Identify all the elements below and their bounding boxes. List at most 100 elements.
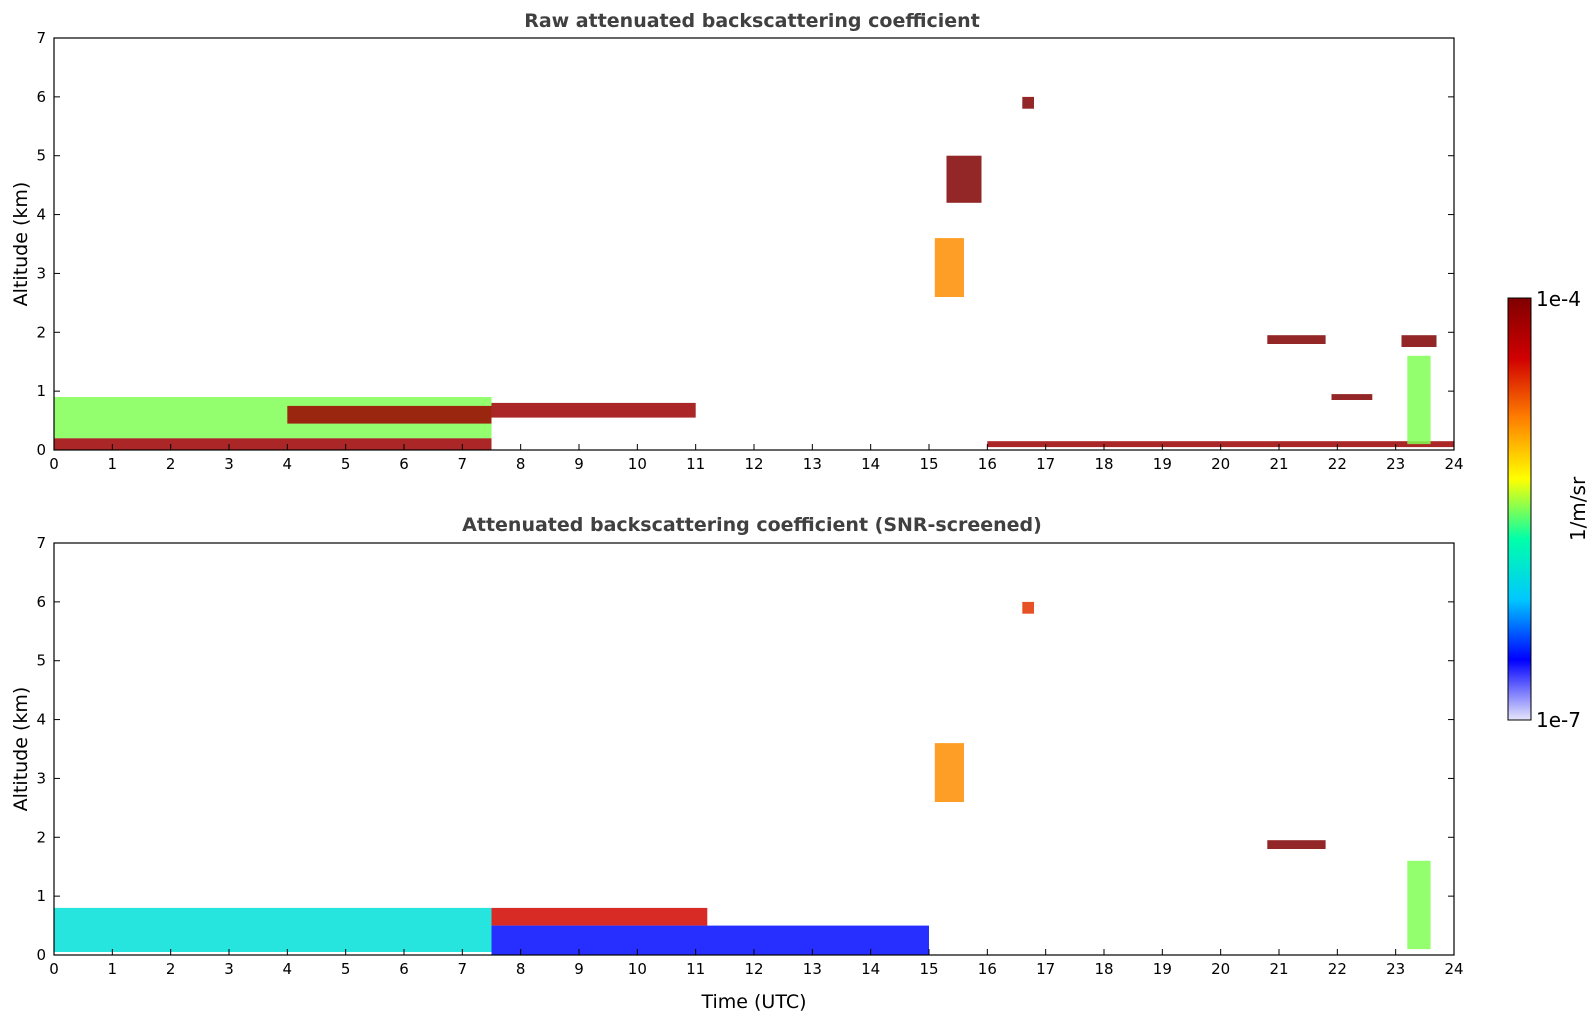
screened-y-axis: 0 1 2 3 4 5 6 7	[36, 534, 1454, 964]
screened-y-axis-label: Altitude (km)	[10, 687, 32, 812]
heatmap-feature-0	[54, 907, 492, 952]
heatmap-feature-3	[934, 743, 964, 802]
x-tick-label: 8	[516, 455, 526, 473]
screened-panel-title: Attenuated backscattering coefficient (S…	[462, 514, 1042, 536]
x-tick-label: 20	[1211, 455, 1230, 473]
heatmap-feature-4	[1022, 601, 1034, 614]
x-tick-label: 19	[1153, 960, 1172, 978]
x-tick-label: 15	[919, 455, 938, 473]
x-tick-label: 23	[1386, 960, 1405, 978]
x-tick-label: 6	[399, 455, 409, 473]
x-tick-label: 5	[341, 455, 351, 473]
heatmap-feature-6	[1407, 860, 1431, 950]
x-tick-label: 22	[1328, 960, 1347, 978]
y-tick-label: 3	[36, 264, 46, 282]
y-tick-label: 0	[36, 441, 46, 459]
x-tick-label: 18	[1094, 960, 1113, 978]
time-axis-label: Time (UTC)	[700, 991, 806, 1013]
x-tick-label: 16	[978, 960, 997, 978]
x-tick-label: 12	[744, 960, 763, 978]
x-tick-label: 9	[574, 455, 584, 473]
x-tick-label: 3	[224, 455, 234, 473]
x-tick-label: 19	[1153, 455, 1172, 473]
y-tick-label: 6	[36, 593, 46, 611]
x-tick-label: 16	[978, 455, 997, 473]
y-tick-label: 7	[36, 29, 46, 47]
x-tick-label: 1	[108, 455, 118, 473]
x-tick-label: 0	[49, 960, 59, 978]
x-tick-label: 13	[803, 960, 822, 978]
colorbar-gradient	[1507, 297, 1532, 721]
x-tick-label: 1	[108, 960, 118, 978]
heatmap-feature-7	[1022, 96, 1034, 109]
raw-y-axis-label: Altitude (km)	[10, 182, 32, 307]
heatmap-feature-2	[491, 925, 929, 955]
x-tick-label: 13	[803, 455, 822, 473]
x-tick-label: 2	[166, 960, 176, 978]
x-tick-label: 20	[1211, 960, 1230, 978]
y-tick-label: 1	[36, 887, 46, 905]
raw-backscatter-panel: Raw attenuated backscattering coefficien…	[10, 10, 1464, 473]
y-tick-label: 3	[36, 769, 46, 787]
y-tick-label: 4	[36, 206, 46, 224]
heatmap-feature-11	[1407, 355, 1431, 445]
screened-x-axis: 0 1 2 3 4 5 6 7 8 9 10 11 12 13 14 15 16 17 18 19 20 21 22 23 24	[49, 949, 1464, 978]
x-tick-label: 7	[458, 455, 468, 473]
x-tick-label: 17	[1036, 455, 1055, 473]
x-tick-label: 12	[744, 455, 763, 473]
y-tick-label: 6	[36, 88, 46, 106]
x-tick-label: 5	[341, 960, 351, 978]
x-tick-label: 21	[1269, 960, 1288, 978]
y-tick-label: 2	[36, 323, 46, 341]
x-tick-label: 7	[458, 960, 468, 978]
x-tick-label: 10	[628, 455, 647, 473]
raw-y-axis: 0 1 2 3 4 5 6 7	[36, 29, 1454, 459]
x-tick-label: 4	[283, 960, 293, 978]
x-tick-label: 14	[861, 960, 880, 978]
x-tick-label: 21	[1269, 455, 1288, 473]
x-tick-label: 0	[49, 455, 59, 473]
colorbar-max-label: 1e-4	[1536, 287, 1581, 311]
x-tick-label: 17	[1036, 960, 1055, 978]
x-tick-label: 15	[919, 960, 938, 978]
y-tick-label: 2	[36, 828, 46, 846]
x-tick-label: 22	[1328, 455, 1347, 473]
heatmap-feature-5	[934, 238, 964, 297]
y-tick-label: 0	[36, 946, 46, 964]
x-tick-label: 24	[1444, 960, 1463, 978]
x-tick-label: 14	[861, 455, 880, 473]
y-tick-label: 5	[36, 652, 46, 670]
raw-panel-title: Raw attenuated backscattering coefficien…	[524, 10, 980, 32]
heatmap-feature-9	[1331, 394, 1373, 400]
colorbar: 1e-4 1e-7 1/m/sr	[1507, 287, 1590, 732]
colorbar-min-label: 1e-7	[1536, 708, 1581, 732]
screened-backscatter-panel: Attenuated backscattering coefficient (S…	[10, 514, 1464, 1013]
x-tick-label: 18	[1094, 455, 1113, 473]
x-tick-label: 11	[686, 455, 705, 473]
heatmap-feature-1	[491, 907, 708, 926]
heatmap-feature-10	[1401, 335, 1437, 347]
y-tick-label: 1	[36, 382, 46, 400]
heatmap-feature-0	[54, 438, 492, 450]
y-tick-label: 7	[36, 534, 46, 552]
x-tick-label: 3	[224, 960, 234, 978]
x-tick-label: 24	[1444, 455, 1463, 473]
screened-heatmap	[54, 601, 1431, 955]
y-tick-label: 5	[36, 147, 46, 165]
heatmap-feature-2	[287, 405, 492, 424]
raw-x-axis: 0 1 2 3 4 5 6 7 8 9 10 11 12 13 14 15 16 17 18 19 20 21 22 23 24	[49, 444, 1464, 473]
x-tick-label: 9	[574, 960, 584, 978]
x-tick-label: 11	[686, 960, 705, 978]
heatmap-feature-3	[491, 402, 696, 418]
x-tick-label: 8	[516, 960, 526, 978]
x-tick-label: 10	[628, 960, 647, 978]
x-tick-label: 2	[166, 455, 176, 473]
heatmap-feature-8	[1267, 335, 1326, 344]
x-tick-label: 6	[399, 960, 409, 978]
heatmap-feature-6	[946, 155, 982, 203]
heatmap-feature-5	[1267, 840, 1326, 849]
x-tick-label: 23	[1386, 455, 1405, 473]
y-tick-label: 4	[36, 711, 46, 729]
